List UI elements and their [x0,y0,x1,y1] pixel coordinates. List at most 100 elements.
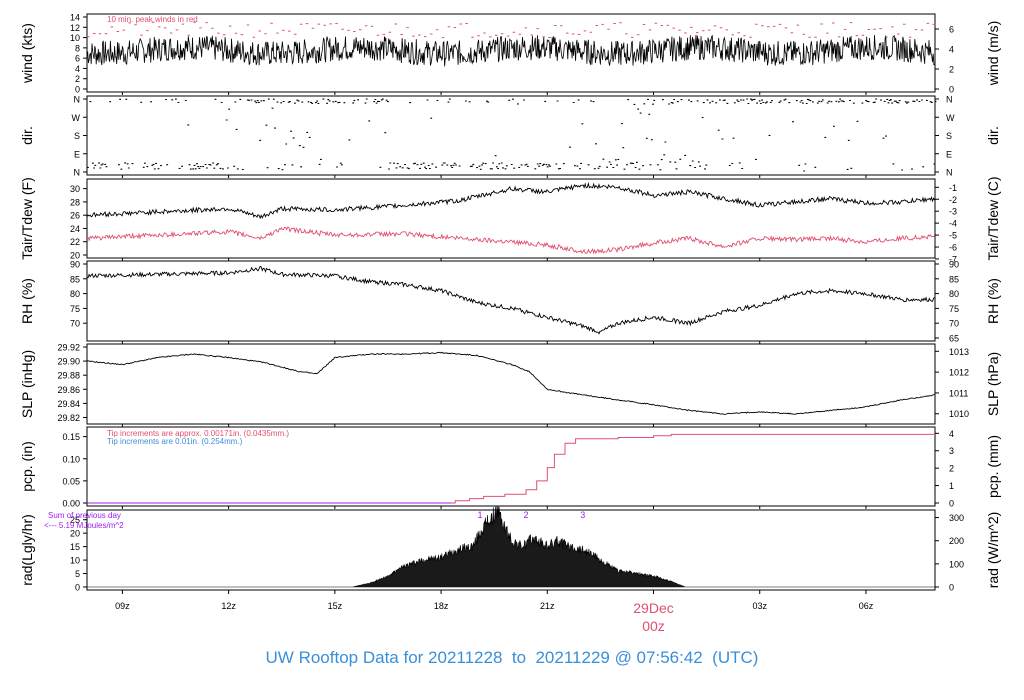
y-tick-label-wind: 6 [75,54,80,64]
panel-frame-pressure [86,343,936,425]
y-tick-label-direction: S [74,131,80,141]
x-tick-label-03z: 03z [752,601,767,611]
y-tick-label-right-direction: S [946,131,952,141]
y-tick-label-right-pressure: 1011 [949,388,968,398]
y-axis-label-right-radiation: rad (W/m^2) [985,512,1001,589]
y-tick-label-right-wind: 6 [949,25,954,35]
y-tick-label-rh: 75 [70,304,80,314]
y-axis-label-right-precipitation: pcp. (mm) [985,435,1001,498]
y-tick-label-direction: N [74,95,81,105]
y-tick-label-precipitation: 0.10 [62,454,80,464]
y-tick-label-right-precipitation: 2 [949,464,954,474]
wind-speed-series [86,34,935,67]
y-tick-label-wind: 4 [75,64,80,74]
y-tick-label-right-precipitation: 1 [949,481,954,491]
radiation-peak-marker-2: 2 [524,510,529,520]
y-tick-label-right-rh: 90 [949,260,959,270]
precip-annotation-tip: Tip increments are 0.01in. (0.254mm.) [107,437,243,446]
y-tick-label-right-precipitation: 3 [949,446,954,456]
y-tick-label-right-temperature: -5 [949,231,957,241]
y-tick-label-pressure: 29.90 [57,357,80,367]
y-tick-label-right-temperature: -1 [949,183,957,193]
y-axis-label-right-pressure: SLP (hPa) [985,352,1001,416]
y-tick-label-right-direction: E [946,149,952,159]
y-tick-label-right-wind: 0 [949,85,954,95]
y-tick-label-direction: W [72,113,81,123]
radiation-peak-marker-3: 3 [580,510,585,520]
y-tick-label-rh: 80 [70,289,80,299]
y-axis-label-rh: RH (%) [19,278,35,324]
y-tick-label-pressure: 29.92 [57,343,80,353]
y-tick-label-right-radiation: 100 [949,559,964,569]
y-tick-label-right-rh: 65 [949,334,959,344]
y-tick-label-pressure: 29.84 [57,399,80,409]
y-axis-label-right-temperature: Tair/Tdew (C) [985,176,1001,260]
x-tick-label-15z: 15z [328,601,343,611]
y-tick-label-rh: 90 [70,260,80,270]
y-tick-label-direction: N [74,168,81,178]
panel-frame-radiation [86,509,936,591]
solar-radiation-area [87,506,935,588]
radiation-annotation-value: <--- 5.19 MJoules/m^2 [44,521,124,530]
y-tick-label-right-precipitation: 4 [949,429,954,439]
radiation-annotation-sum: Sum of previous day [48,511,121,520]
y-tick-label-right-rh: 75 [949,304,959,314]
wind-peak-marks [87,21,936,39]
y-axis-label-wind: wind (kts) [19,23,35,84]
y-tick-label-radiation: 10 [70,556,80,566]
y-tick-label-temperature: 28 [70,197,80,207]
wind-direction-points [87,98,937,172]
y-tick-label-wind: 10 [70,33,80,43]
y-tick-label-direction: E [74,149,80,159]
x-tick-label-09z: 09z [115,601,130,611]
sea-level-pressure-series [86,351,935,415]
y-tick-label-radiation: 0 [75,583,80,593]
y-tick-label-right-direction: N [946,95,953,105]
y-tick-label-right-temperature: -3 [949,207,957,217]
x-date-label: 29Dec [633,600,673,616]
y-tick-label-pressure: 29.86 [57,385,80,395]
y-tick-label-right-pressure: 1012 [949,368,969,378]
y-axis-label-right-direction: dir. [985,126,1001,145]
x-date-hour-label: 00z [642,618,665,634]
y-tick-label-temperature: 20 [70,251,80,261]
y-axis-label-precipitation: pcp. (in) [19,441,35,492]
y-tick-label-precipitation: 0.00 [62,499,80,509]
y-tick-label-radiation: 15 [70,542,80,552]
panel-frame-rh [86,260,936,342]
y-tick-label-wind: 14 [70,13,80,23]
y-tick-label-right-pressure: 1013 [949,347,969,357]
x-tick-label-21z: 21z [540,601,555,611]
y-tick-label-temperature: 24 [70,224,80,234]
y-tick-label-precipitation: 0.05 [62,476,80,486]
y-axis-label-direction: dir. [19,126,35,145]
y-tick-label-right-temperature: -6 [949,243,957,253]
chart-title: UW Rooftop Data for 20211228 to 20211229… [265,648,759,667]
y-axis-label-temperature: Tair/Tdew (F) [19,177,35,259]
y-tick-label-right-radiation: 300 [949,513,964,523]
y-tick-label-wind: 8 [75,43,80,53]
y-tick-label-temperature: 30 [70,184,80,194]
y-tick-label-right-wind: 2 [949,65,954,75]
y-tick-label-wind: 0 [75,85,80,95]
panel-frame-temperature [86,178,936,259]
y-tick-label-right-rh: 70 [949,319,959,329]
y-tick-label-right-direction: N [946,168,953,178]
y-axis-label-radiation: rad(Lgly/hr) [19,514,35,586]
relative-humidity-series [86,265,935,335]
y-tick-label-wind: 12 [70,23,80,33]
y-tick-label-radiation: 5 [75,569,80,579]
y-tick-label-precipitation: 0.15 [62,432,80,442]
y-tick-label-right-radiation: 200 [949,536,964,546]
y-tick-label-right-direction: W [946,113,955,123]
air-temperature-series [86,181,935,220]
y-tick-label-right-radiation: 0 [949,583,954,593]
x-tick-label-18z: 18z [434,601,449,611]
panel-frame-precipitation [86,426,936,507]
y-tick-label-right-pressure: 1010 [949,409,969,419]
y-tick-label-temperature: 26 [70,211,80,221]
chart-figure: wind (kts) wind (m/s) dir. dir. Tair/Tdew (F… [19,13,1001,635]
y-tick-label-right-rh: 80 [949,289,959,299]
dewpoint-series [86,226,935,255]
y-tick-label-right-temperature: -4 [949,219,957,229]
